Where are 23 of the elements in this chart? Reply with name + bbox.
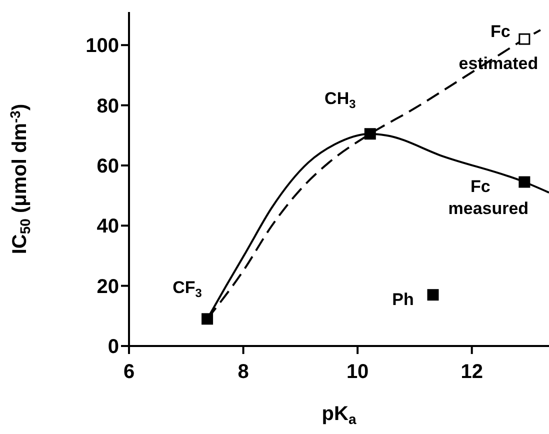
annotation: measured [448,199,529,218]
annotation: Ph [392,290,414,309]
y-tick-label: 40 [96,216,119,238]
annotation: CH$_{3}$ [324,88,356,110]
y-tick-label: 60 [96,156,119,178]
annotation: Fc [490,22,510,42]
annotation: Fc [470,177,490,196]
point [427,289,439,301]
point [518,176,530,188]
y-tick-label: 20 [96,276,119,298]
annotation: estimated [458,54,538,74]
x-tick-label: 8 [238,361,249,384]
x-tick-label: 6 [123,361,135,384]
y-tick-label: 80 [96,95,119,118]
x-tick-label: 10 [346,361,369,384]
annotation: CF$_{3}$ [172,278,202,300]
y-tick-label: 100 [86,35,119,58]
y-tick-label: 0 [108,336,119,358]
point [364,128,376,140]
x-tick-label: 12 [460,361,483,384]
point [518,33,530,45]
point [202,313,214,325]
x-axis-title: pK$_{a}$ [322,403,356,428]
